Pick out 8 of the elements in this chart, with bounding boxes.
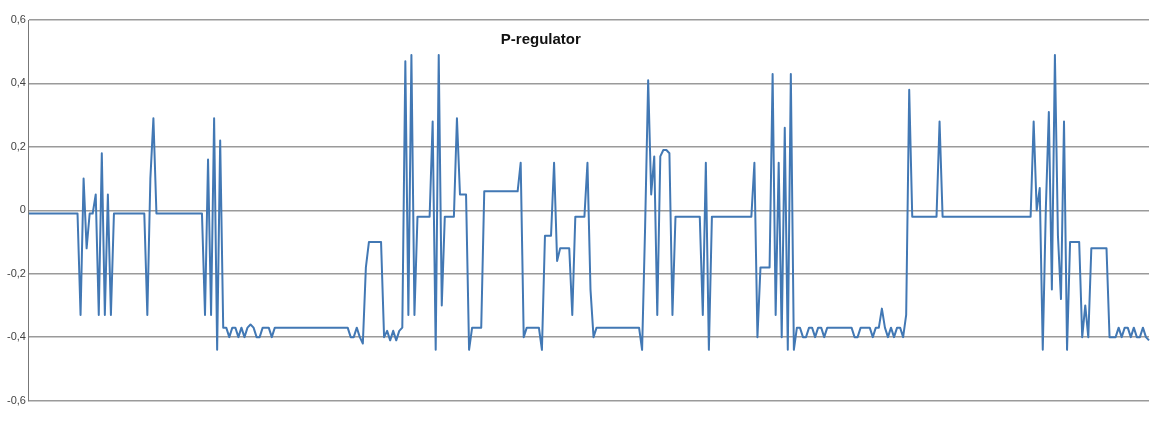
- y-tick-label: -0,4: [6, 330, 26, 343]
- y-tick-label: 0,4: [10, 76, 26, 89]
- text: P-regulator: [500, 30, 581, 48]
- y-tick-label: 0,2: [10, 139, 26, 152]
- y-tick-label: 0: [19, 203, 26, 216]
- y-tick-label: 0,6: [10, 13, 26, 26]
- y-tick-label: -0,2: [6, 266, 26, 279]
- y-tick-label: -0,6: [6, 393, 26, 406]
